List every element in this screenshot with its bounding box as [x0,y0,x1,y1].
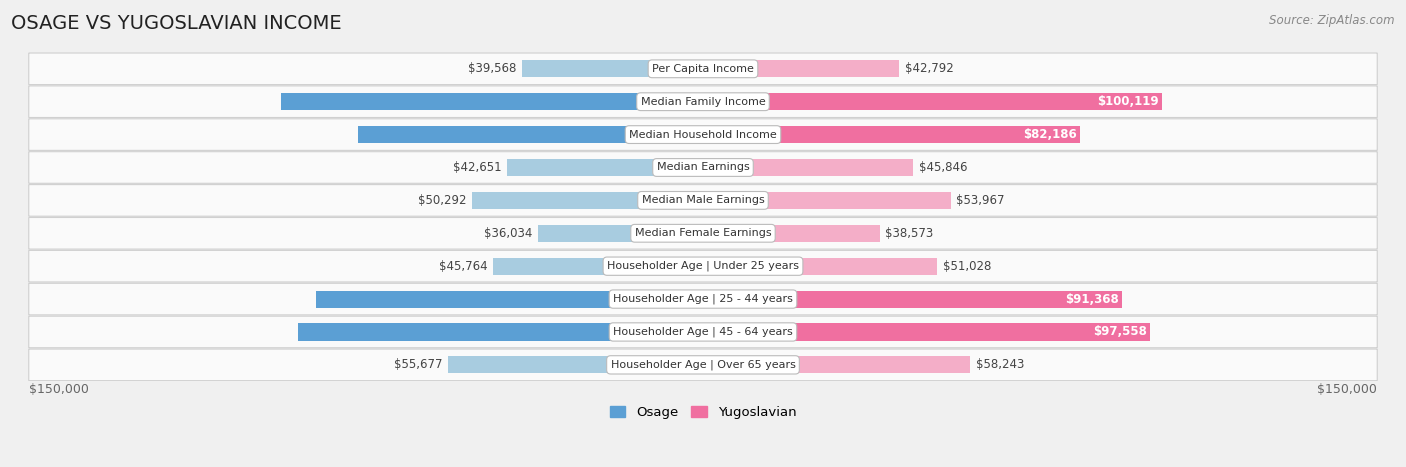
Bar [508,159,703,176]
Bar [703,258,936,275]
Text: $39,568: $39,568 [468,62,516,75]
Text: $51,028: $51,028 [942,260,991,273]
Bar [703,225,880,242]
Legend: Osage, Yugoslavian: Osage, Yugoslavian [605,401,801,424]
Text: Householder Age | Under 25 years: Householder Age | Under 25 years [607,261,799,271]
Text: Householder Age | 25 - 44 years: Householder Age | 25 - 44 years [613,294,793,304]
Text: Source: ZipAtlas.com: Source: ZipAtlas.com [1270,14,1395,27]
FancyBboxPatch shape [28,53,1378,85]
FancyBboxPatch shape [28,218,1378,249]
Text: $150,000: $150,000 [28,383,89,396]
Bar [447,356,703,374]
Bar [537,225,703,242]
Text: Householder Age | 45 - 64 years: Householder Age | 45 - 64 years [613,327,793,337]
Text: Median Family Income: Median Family Income [641,97,765,106]
Bar [494,258,703,275]
Text: $75,240: $75,240 [651,128,704,141]
Bar [703,159,914,176]
Text: $91,368: $91,368 [1064,292,1119,305]
FancyBboxPatch shape [28,86,1378,118]
Bar [703,356,970,374]
Bar [281,93,703,110]
Bar [359,126,703,143]
Text: $55,677: $55,677 [394,358,441,371]
Bar [703,290,1122,308]
Bar [703,192,950,209]
Text: $97,558: $97,558 [1092,325,1147,339]
Bar [472,192,703,209]
Text: $53,967: $53,967 [956,194,1004,207]
Text: $45,764: $45,764 [439,260,488,273]
Bar [315,290,703,308]
Text: $45,846: $45,846 [918,161,967,174]
Text: $100,119: $100,119 [1097,95,1159,108]
Bar [703,60,900,78]
FancyBboxPatch shape [28,250,1378,282]
Text: Median Household Income: Median Household Income [628,130,778,140]
Text: $91,926: $91,926 [640,95,693,108]
Text: $150,000: $150,000 [1317,383,1378,396]
Bar [703,126,1080,143]
Text: $42,792: $42,792 [905,62,953,75]
Text: $88,390: $88,390 [643,325,696,339]
Text: $50,292: $50,292 [419,194,467,207]
Text: Median Earnings: Median Earnings [657,163,749,172]
Text: $38,573: $38,573 [886,227,934,240]
Text: OSAGE VS YUGOSLAVIAN INCOME: OSAGE VS YUGOSLAVIAN INCOME [11,14,342,33]
Text: Median Female Earnings: Median Female Earnings [634,228,772,238]
FancyBboxPatch shape [28,152,1378,183]
Text: $36,034: $36,034 [484,227,533,240]
Text: $58,243: $58,243 [976,358,1024,371]
Text: $42,651: $42,651 [453,161,502,174]
FancyBboxPatch shape [28,184,1378,216]
Bar [298,324,703,340]
FancyBboxPatch shape [28,119,1378,150]
Text: Householder Age | Over 65 years: Householder Age | Over 65 years [610,360,796,370]
Text: $82,186: $82,186 [1022,128,1077,141]
Bar [703,93,1163,110]
Bar [522,60,703,78]
Text: $84,461: $84,461 [645,292,699,305]
FancyBboxPatch shape [28,316,1378,348]
FancyBboxPatch shape [28,349,1378,381]
FancyBboxPatch shape [28,283,1378,315]
Bar [703,324,1150,340]
Text: Per Capita Income: Per Capita Income [652,64,754,74]
Text: Median Male Earnings: Median Male Earnings [641,195,765,205]
